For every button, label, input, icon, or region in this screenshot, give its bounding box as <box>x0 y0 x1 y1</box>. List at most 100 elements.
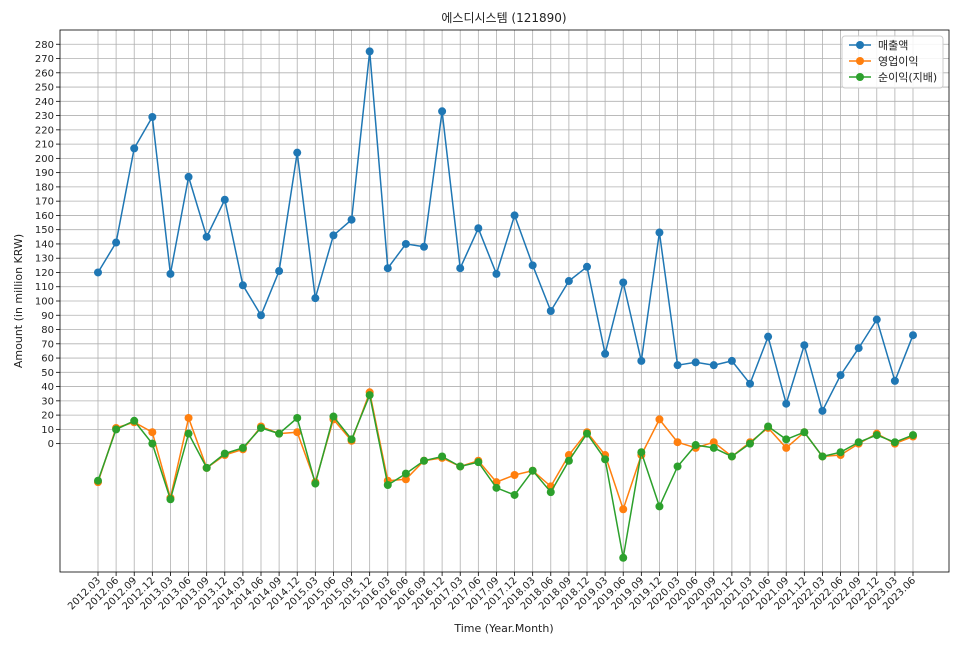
data-point <box>329 231 338 240</box>
data-point <box>601 455 610 464</box>
y-tick-label: 10 <box>41 425 54 436</box>
data-point <box>727 356 736 365</box>
series-line <box>97 389 914 512</box>
y-tick-label: 80 <box>41 325 54 336</box>
legend-marker-net-income <box>856 73 864 81</box>
y-axis: 0 10 20 30 40 50 60 70 80 90 100 110 120 130 140 150 160… <box>35 40 60 450</box>
data-point <box>673 438 682 447</box>
y-tick-label: 240 <box>35 97 54 108</box>
data-point <box>112 238 121 247</box>
data-point <box>872 431 881 440</box>
data-point <box>438 107 447 116</box>
data-point <box>257 423 265 432</box>
data-point <box>546 306 555 315</box>
y-tick-label: 210 <box>35 140 54 151</box>
data-point <box>673 361 682 370</box>
y-tick-label: 60 <box>41 354 54 365</box>
data-point <box>94 268 102 277</box>
data-point <box>275 267 284 276</box>
data-point <box>148 113 157 122</box>
data-point <box>673 462 682 471</box>
data-point <box>854 438 863 447</box>
data-point <box>202 232 211 241</box>
data-point <box>746 439 754 448</box>
data-point <box>764 422 773 431</box>
data-point <box>637 448 646 457</box>
y-tick-label: 90 <box>41 311 54 322</box>
data-point <box>456 264 465 273</box>
y-tick-label: 160 <box>35 211 54 222</box>
data-point <box>510 211 519 220</box>
data-point <box>528 261 537 270</box>
data-point <box>890 376 899 385</box>
legend-marker-operating-profit <box>856 57 864 65</box>
data-point <box>655 228 664 237</box>
grid-layer <box>60 30 949 572</box>
data-point <box>293 413 302 422</box>
data-point <box>564 277 573 286</box>
data-point <box>166 269 175 278</box>
chart-title: 에스디시스템 (121890) <box>441 11 566 25</box>
data-point <box>492 269 501 278</box>
data-point <box>782 443 791 452</box>
data-point <box>347 435 356 444</box>
data-point <box>510 490 519 499</box>
data-point <box>420 242 428 251</box>
data-point <box>709 438 718 447</box>
legend-label-net-income: 순이익(지배) <box>878 71 937 84</box>
data-point <box>691 358 700 367</box>
y-tick-label: 140 <box>35 239 54 250</box>
legend-label-revenue: 매출액 <box>878 39 908 52</box>
data-point <box>691 441 700 450</box>
y-tick-label: 40 <box>41 382 54 393</box>
data-point <box>311 479 320 488</box>
data-point <box>148 439 157 448</box>
y-axis-label: Amount (in million KRW) <box>12 234 25 368</box>
x-axis-label: Time (Year.Month) <box>453 622 553 635</box>
data-point <box>510 471 519 480</box>
y-tick-label: 280 <box>35 40 54 51</box>
data-point <box>94 476 102 485</box>
data-point <box>365 47 374 56</box>
data-point <box>619 553 628 562</box>
data-point <box>383 264 392 273</box>
data-point <box>564 456 573 465</box>
data-point <box>583 429 591 438</box>
data-point <box>782 399 791 408</box>
series-0 <box>94 47 917 415</box>
data-point <box>818 452 827 461</box>
data-point <box>202 463 211 472</box>
data-point <box>456 462 465 471</box>
y-tick-label: 20 <box>41 411 54 422</box>
y-tick-label: 0 <box>48 439 54 450</box>
y-tick-label: 250 <box>35 83 54 94</box>
y-tick-label: 50 <box>41 368 54 379</box>
y-tick-label: 110 <box>35 282 54 293</box>
data-point <box>492 483 501 492</box>
legend-marker-revenue <box>856 41 864 49</box>
series-line <box>97 51 914 413</box>
data-point <box>401 475 410 484</box>
data-point <box>800 428 809 437</box>
data-point <box>709 361 718 370</box>
series-layer <box>94 47 917 562</box>
data-point <box>220 449 229 458</box>
y-tick-label: 170 <box>35 197 54 208</box>
data-point <box>130 144 139 153</box>
y-tick-label: 200 <box>35 154 54 165</box>
data-point <box>130 416 139 425</box>
data-point <box>619 278 628 287</box>
data-point <box>293 428 302 437</box>
series-2 <box>94 391 917 562</box>
data-point <box>637 356 646 365</box>
data-point <box>818 406 827 415</box>
data-point <box>709 443 718 452</box>
data-point <box>800 341 809 350</box>
data-point <box>166 495 175 504</box>
data-point <box>619 505 628 514</box>
data-point <box>727 452 736 461</box>
data-point <box>854 344 863 353</box>
data-point <box>909 431 917 440</box>
y-tick-label: 180 <box>35 182 54 193</box>
